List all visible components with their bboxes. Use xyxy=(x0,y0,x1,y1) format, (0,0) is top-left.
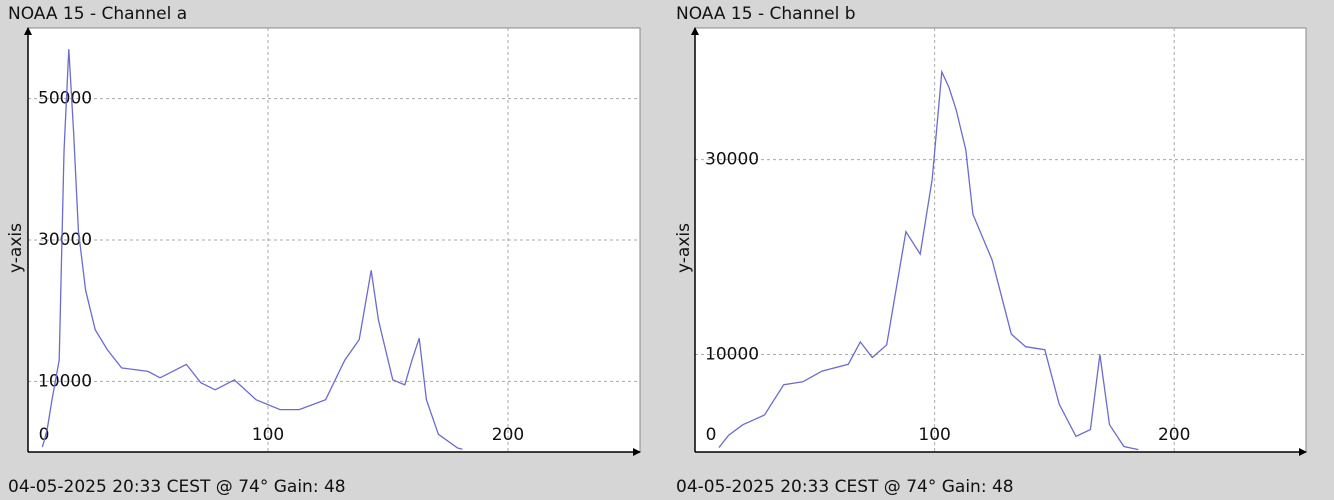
chart-panel: NOAA 15 - Channel a 10000 30000 50000 0 100 20… xyxy=(6,4,641,497)
status-caption: 04-05-2025 20:33 CEST @ 74° Gain: 48 xyxy=(8,477,346,497)
x-tick-label: 200 xyxy=(1158,425,1190,445)
chart-title: NOAA 15 - Channel a xyxy=(8,4,187,24)
x-tick-label: 100 xyxy=(918,425,950,445)
x-tick-label: 0 xyxy=(706,425,717,445)
y-tick-label: 50000 xyxy=(38,89,92,109)
chart-title: NOAA 15 - Channel b xyxy=(676,4,856,24)
y-axis-label: y-axis xyxy=(6,223,26,273)
data-line xyxy=(41,49,463,450)
y-tick-label: 10000 xyxy=(705,345,759,365)
status-caption: 04-05-2025 20:33 CEST @ 74° Gain: 48 xyxy=(676,477,1014,497)
plot-area xyxy=(694,27,1307,453)
y-tick-label: 30000 xyxy=(38,230,92,250)
y-tick-label: 10000 xyxy=(38,371,92,391)
x-tick-label: 0 xyxy=(39,425,50,445)
y-axis-label: y-axis xyxy=(674,223,694,273)
chart-panel: NOAA 15 - Channel b 10000 30000 0 100 200 y-ax… xyxy=(674,4,1307,497)
x-tick-label: 200 xyxy=(492,425,524,445)
x-tick-label: 100 xyxy=(252,425,284,445)
data-line xyxy=(718,69,1139,451)
y-tick-label: 30000 xyxy=(705,150,759,170)
